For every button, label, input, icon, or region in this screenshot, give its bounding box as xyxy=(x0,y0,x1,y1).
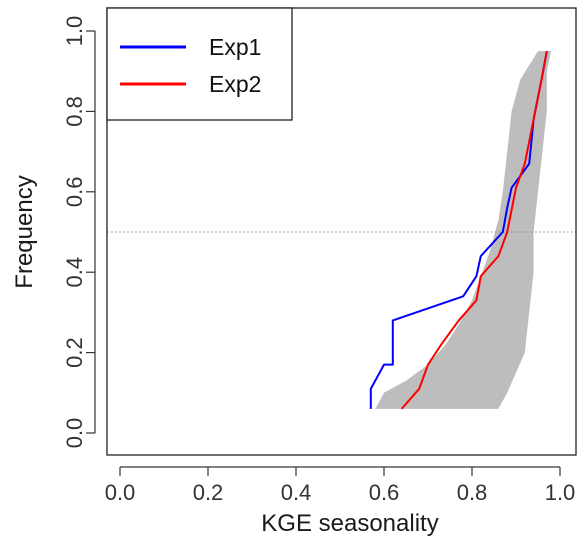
y-tick-label: 0.0 xyxy=(62,418,87,449)
x-tick-label: 0.6 xyxy=(369,480,400,505)
legend: Exp1 Exp2 xyxy=(106,7,293,121)
x-tick-label: 1.0 xyxy=(545,480,576,505)
series-layer xyxy=(369,50,548,410)
legend-label-exp1: Exp1 xyxy=(209,34,261,60)
plot-frame xyxy=(106,7,577,456)
legend-label-exp2: Exp2 xyxy=(209,71,261,97)
x-tick-label: 0.0 xyxy=(105,480,136,505)
x-tick-label: 0.4 xyxy=(281,480,312,505)
y-tick-label: 0.6 xyxy=(62,177,87,208)
x-tick-label: 0.2 xyxy=(193,480,224,505)
uncertainty-band xyxy=(375,51,552,409)
axes-layer: 0.0 0.2 0.4 0.6 0.8 1.0 0.0 0.2 0.4 0.6 0.8 1.0 xyxy=(62,16,575,505)
series-line-exp2 xyxy=(400,50,548,410)
series-line-exp1 xyxy=(369,50,548,409)
uncertainty-band-layer xyxy=(375,51,552,409)
y-tick-label: 0.8 xyxy=(62,96,87,127)
y-axis-label: Frequency xyxy=(11,175,38,288)
y-tick-label: 1.0 xyxy=(62,16,87,47)
x-tick-label: 0.8 xyxy=(457,480,488,505)
y-tick-label: 0.2 xyxy=(62,337,87,368)
legend-box xyxy=(106,7,293,121)
y-tick-label: 0.4 xyxy=(62,257,87,288)
x-axis-label: KGE seasonality xyxy=(261,510,438,537)
